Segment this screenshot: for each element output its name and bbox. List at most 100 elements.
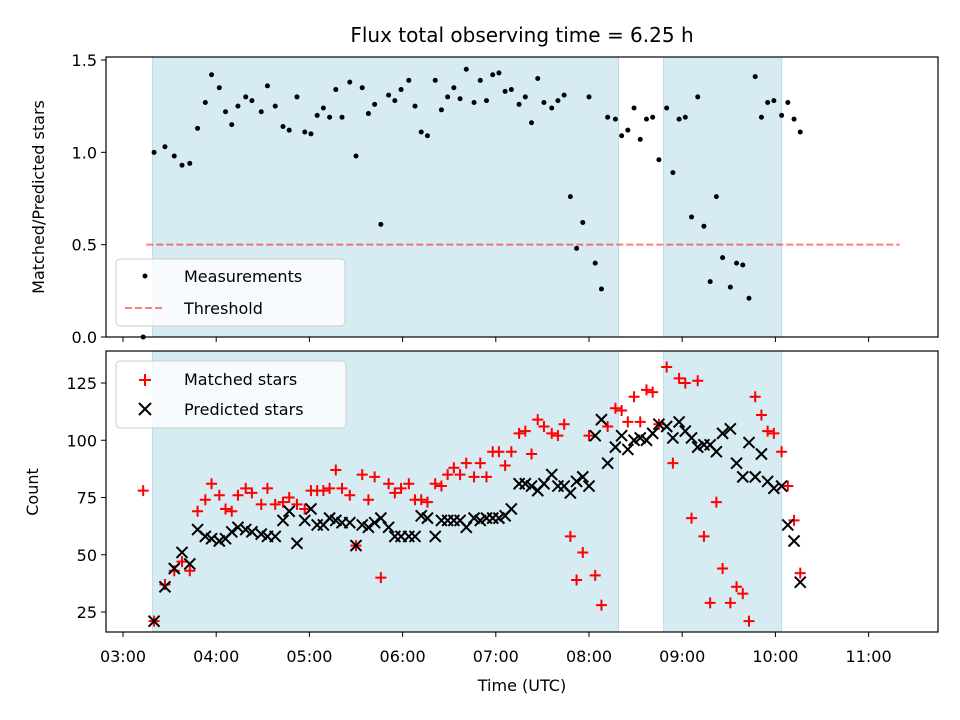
matched-point [717, 562, 729, 574]
matched-point [421, 496, 433, 508]
measurement-point [258, 109, 264, 115]
predicted-point [225, 525, 238, 539]
matched-point [291, 498, 303, 510]
matched-point [206, 478, 218, 490]
matched-point [383, 478, 395, 490]
measurement-point [451, 85, 457, 91]
predicted-point [421, 511, 434, 525]
predicted-point [666, 431, 680, 445]
predicted-point [304, 502, 318, 516]
measurement-point [432, 77, 438, 83]
measurement-point [195, 125, 201, 131]
measurement-point [758, 114, 764, 120]
x-tick-label: 07:00 [473, 647, 519, 666]
matched-point [317, 485, 329, 497]
legend-matched-label: Matched stars [184, 370, 297, 389]
y-tick-label: 1.5 [72, 51, 97, 70]
measurement-point [333, 87, 339, 93]
matched-point [558, 418, 570, 430]
x-tick-label: 04:00 [193, 647, 239, 666]
predicted-point [158, 580, 172, 594]
measurement-point [701, 223, 707, 229]
measurement-point [392, 98, 398, 104]
bottom-y-axis-label: Count [23, 468, 42, 516]
matched-point [324, 482, 336, 494]
measurement-point [308, 131, 314, 137]
measurement-point [561, 92, 567, 98]
predicted-point [767, 482, 781, 495]
predicted-point [175, 546, 189, 559]
measurement-point [347, 79, 353, 85]
measurement-point [249, 98, 255, 104]
predicted-point [576, 470, 589, 484]
measurement-point [746, 295, 752, 301]
matched-point [755, 409, 767, 421]
predicted-point [736, 470, 749, 484]
measurement-point [327, 114, 333, 120]
predicted-point [601, 456, 614, 470]
bottom-panel: 25 50 75 100 125 03:00 04:00 05:00 06:00 07:00 08… [23, 350, 939, 695]
predicted-point [525, 479, 538, 493]
matched-point [571, 574, 583, 586]
matched-point [609, 402, 621, 414]
measurement-point [445, 94, 451, 100]
matched-point [480, 471, 492, 483]
top-plot-frame [105, 56, 939, 338]
measurement-point [398, 87, 404, 93]
predicted-point [343, 516, 356, 529]
measurements-series [140, 66, 803, 340]
matched-point [505, 446, 517, 458]
matched-point [176, 556, 188, 568]
x-tick-label: 11:00 [846, 647, 892, 666]
predicted-point [429, 530, 442, 543]
matched-point [356, 469, 368, 481]
x-tick-label: 06:00 [380, 647, 426, 666]
bottom-shaded-intervals [152, 350, 783, 633]
y-tick-label: 1.0 [72, 143, 97, 162]
matched-point [526, 448, 538, 460]
predicted-point [570, 475, 583, 488]
bottom-plot-frame [105, 350, 939, 633]
measurement-point [471, 99, 477, 105]
matched-point [226, 505, 238, 517]
measurement-point [179, 162, 185, 168]
y-tick-label: 0.0 [72, 328, 97, 347]
measurement-point [477, 77, 483, 83]
measurement-point [483, 98, 489, 104]
matched-point [435, 480, 447, 492]
predicted-point [781, 518, 795, 532]
measurement-point [418, 129, 424, 135]
predicted-point [545, 468, 558, 481]
matched-point [246, 487, 258, 499]
x-tick-label: 03:00 [100, 647, 146, 666]
matched-point [768, 427, 780, 439]
matched-point [577, 546, 589, 558]
matched-point [474, 457, 486, 469]
matched-point [762, 425, 774, 437]
measurement-point [314, 112, 320, 118]
measurement-point [438, 107, 444, 113]
measurement-point [365, 111, 371, 117]
predicted-point [408, 530, 422, 543]
x-tick-label: 08:00 [566, 647, 612, 666]
matched-point [788, 514, 800, 526]
measurement-point [359, 85, 365, 91]
measurement-point [574, 245, 580, 251]
predicted-point [282, 505, 296, 518]
y-tick-label: 25 [77, 603, 97, 622]
matched-point [661, 361, 673, 373]
legend-threshold-label: Threshold [183, 299, 263, 318]
measurement-point [720, 255, 726, 261]
measurement-point [372, 101, 378, 107]
matched-point [240, 482, 252, 494]
predicted-point [609, 440, 622, 454]
y-tick-label: 125 [66, 374, 97, 393]
matched-point [519, 425, 531, 437]
top-panel: 0.0 0.5 1.0 1.5 Matched/Predicted stars Mea… [29, 51, 939, 347]
predicted-point [564, 486, 577, 500]
predicted-point [660, 420, 673, 433]
matched-point [220, 503, 232, 515]
predicted-point [621, 443, 635, 456]
top-y-ticks: 0.0 0.5 1.0 1.5 [72, 51, 106, 347]
